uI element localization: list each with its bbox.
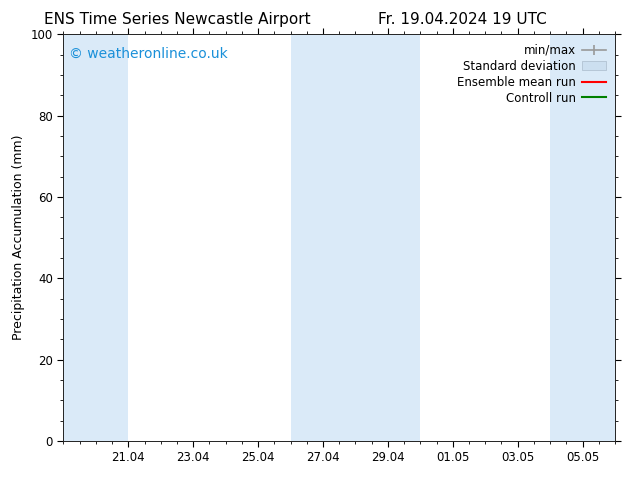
Bar <box>550 34 615 441</box>
Text: Fr. 19.04.2024 19 UTC: Fr. 19.04.2024 19 UTC <box>378 12 547 27</box>
Text: © weatheronline.co.uk: © weatheronline.co.uk <box>69 47 228 60</box>
Legend: min/max, Standard deviation, Ensemble mean run, Controll run: min/max, Standard deviation, Ensemble me… <box>453 40 609 108</box>
Bar <box>356 34 420 441</box>
Bar <box>290 34 356 441</box>
Y-axis label: Precipitation Accumulation (mm): Precipitation Accumulation (mm) <box>12 135 25 341</box>
Text: ENS Time Series Newcastle Airport: ENS Time Series Newcastle Airport <box>44 12 311 27</box>
Bar <box>63 34 128 441</box>
